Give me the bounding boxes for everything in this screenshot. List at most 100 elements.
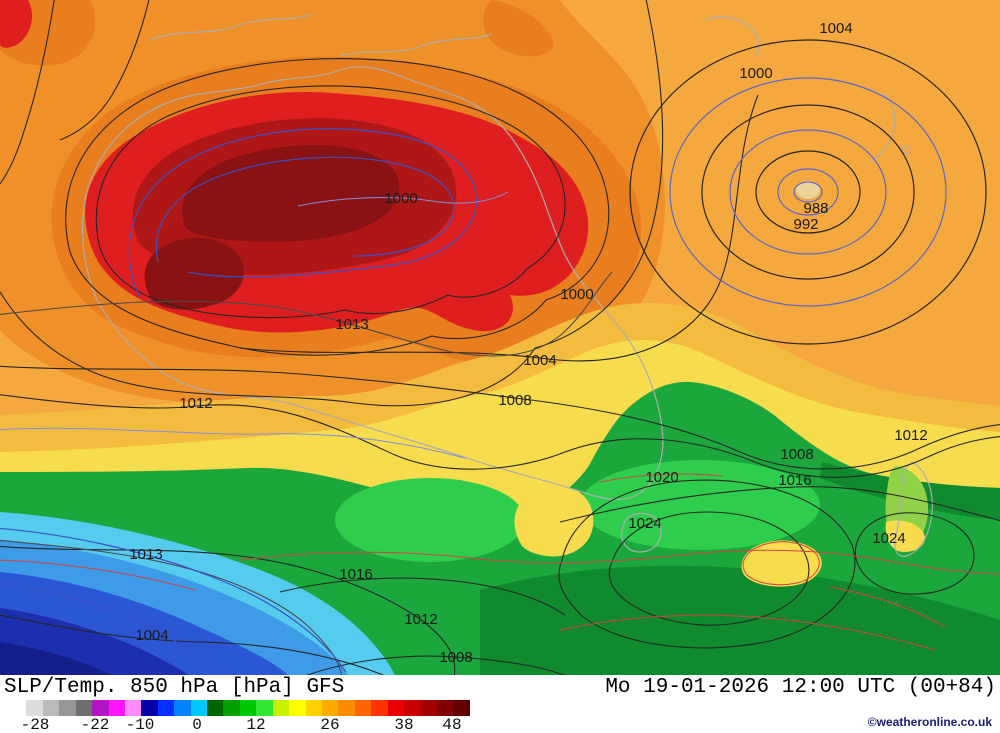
pressure-label: 1024 [628, 515, 661, 532]
colorbar-segment [174, 700, 191, 716]
small-island [901, 145, 911, 155]
colorbar-segment [92, 700, 109, 716]
isobar-line-1013-south [0, 539, 343, 675]
pressure-label: 1016 [778, 472, 811, 489]
pressure-label: 1004 [819, 20, 852, 37]
temp-contour-blue [0, 582, 216, 675]
fill-island-yellow-tip [885, 520, 925, 552]
fill-yellow-band [0, 340, 1000, 514]
isobar-line-1016-south [279, 577, 566, 616]
colorbar-segment [223, 700, 240, 716]
colorbar-tick: 26 [320, 716, 340, 733]
colorbar-segment [10, 700, 27, 716]
fill-green-dark [480, 565, 1000, 675]
isobar-line-1008 [0, 365, 1000, 470]
isobar-line-1012 [0, 394, 1000, 478]
pressure-label: 1008 [439, 649, 472, 666]
fill-low-center-core [796, 181, 820, 199]
colorbar-segment [420, 700, 437, 716]
colorbar-segment [42, 700, 60, 716]
temp-contour-blue-light [0, 427, 466, 459]
colorbar-tick: 0 [192, 716, 202, 733]
low-pressure-rings [629, 39, 987, 345]
fill-green-bright [580, 460, 820, 550]
temp-contour-blue [155, 156, 455, 263]
colorbar-segment [371, 700, 388, 716]
colorbar-segment [338, 700, 355, 716]
east-islands-coastline [869, 93, 896, 162]
low-ring [793, 181, 823, 203]
colorbar-segment [141, 700, 158, 716]
colorbar-segment [190, 700, 208, 716]
north-islands-coastline [149, 13, 313, 41]
colorbar-segment [436, 700, 454, 716]
isobar-arc-west [0, 0, 55, 185]
fill-orange-deep-patch [483, 0, 554, 57]
colorbar-tick: 48 [442, 716, 462, 733]
colorbar-segment [354, 700, 372, 716]
low-ring [755, 150, 861, 234]
colorbar-segment [108, 700, 125, 716]
colorbar-segment [124, 700, 142, 716]
colorbar-tick: -22 [80, 716, 110, 733]
coastline-layer [81, 13, 933, 557]
isobar-line [0, 0, 664, 407]
temp-contour-blue-light [297, 191, 509, 207]
footer-bar: SLP/Temp. 850 hPa [hPa] GFS Mo 19-01-202… [0, 675, 1000, 733]
temp-contour-red [0, 559, 196, 591]
fill-red-corner [0, 0, 33, 48]
pressure-label: 988 [803, 200, 828, 217]
temp-contour-red [239, 549, 1000, 575]
pressure-label: 1013 [335, 316, 368, 333]
fill-amber-band [0, 302, 1000, 452]
temp-contour-layer [0, 128, 1000, 675]
pressure-label: 1016 [339, 566, 372, 583]
pressure-label: 1000 [739, 65, 772, 82]
temp-contour-red-loop [742, 541, 820, 586]
isobar-loop-1024 [608, 511, 810, 626]
temperature-colorbar [10, 700, 470, 716]
pressure-label: 1012 [404, 611, 437, 628]
low-ring [629, 39, 987, 345]
temp-contour-blue [0, 527, 347, 673]
pressure-label: 1012 [179, 395, 212, 412]
temp-contour-red [559, 614, 936, 651]
colorbar-tick: 12 [246, 716, 266, 733]
fill-red-darkest [182, 144, 400, 242]
low-ring [777, 168, 839, 216]
valid-time-label: Mo 19-01-2026 12:00 UTC (00+84) [605, 676, 996, 699]
pressure-label: 1000 [384, 190, 417, 207]
colorbar-segment [404, 700, 421, 716]
isobar-line-1016 [559, 486, 1000, 523]
isobar-layer [0, 0, 1000, 675]
colorbar-segment [157, 700, 175, 716]
colorbar-segment [59, 700, 76, 716]
low-ring [729, 129, 887, 255]
fill-yellow-pocket [741, 540, 822, 587]
low-ring [701, 104, 915, 280]
colorbar-segment [207, 700, 224, 716]
temp-contour-red [599, 473, 723, 483]
colorbar-segment [322, 700, 339, 716]
colorbar-tick: -28 [20, 716, 50, 733]
colorbar-segment [387, 700, 405, 716]
pressure-label: 1012 [894, 427, 927, 444]
product-label: SLP/Temp. 850 hPa [hPa] GFS [4, 676, 345, 699]
pressure-label: 1004 [523, 352, 556, 369]
island-coastline [894, 461, 933, 557]
isobar-line-1004 [239, 94, 759, 362]
colorbar-segment [75, 700, 93, 716]
colorbar-segment [256, 700, 273, 716]
colorbar-segment [305, 700, 323, 716]
colorbar-segment [453, 700, 470, 716]
isobar-loop-1024-east [854, 512, 975, 595]
colorbar-ticks: -28 -22 -10 0 12 26 38 48 [0, 716, 520, 733]
pressure-label: 992 [793, 216, 818, 233]
north-islands-coastline [339, 33, 493, 57]
low-ring [669, 77, 947, 307]
pressure-label: 1000 [560, 286, 593, 303]
temp-contour-red [829, 586, 946, 628]
temp-contour-blue [128, 128, 477, 299]
